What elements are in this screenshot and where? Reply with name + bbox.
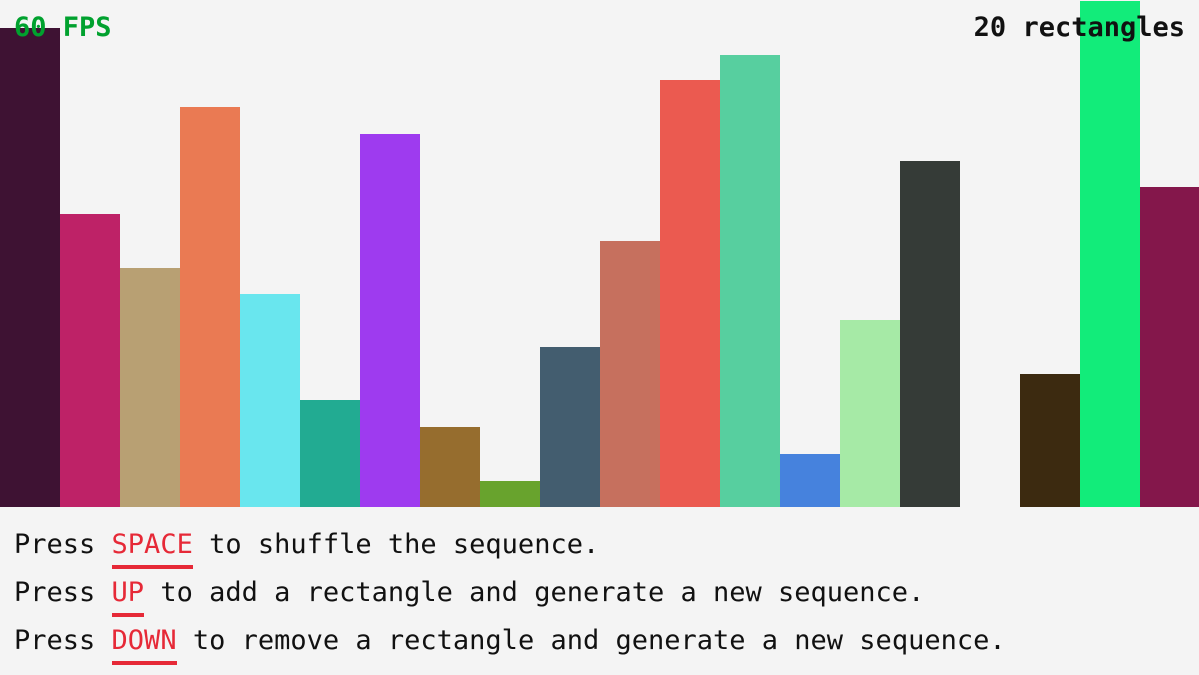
rectangle-bar	[480, 481, 540, 507]
rectangle-bar	[180, 107, 240, 507]
instruction-text: to add a rectangle and generate a new se…	[144, 577, 925, 608]
rectangle-bar	[60, 214, 120, 507]
instruction-text: to shuffle the sequence.	[192, 529, 600, 560]
rectangle-bar	[540, 347, 600, 507]
rectangle-bar	[780, 454, 840, 507]
rectangle-bar	[420, 427, 480, 507]
rectangle-bar	[720, 55, 780, 507]
instruction-text: Press	[14, 577, 112, 608]
key-down: DOWN	[111, 623, 177, 665]
rectangle-bar	[240, 294, 300, 507]
fps-counter: 60 FPS	[14, 12, 112, 43]
rectangle-bar	[840, 320, 900, 507]
rectangle-bar	[900, 161, 960, 507]
rectangles-area	[0, 1, 1199, 507]
rectangle-bar	[1080, 1, 1140, 507]
instruction-down: Press DOWN to remove a rectangle and gen…	[14, 623, 1006, 665]
instruction-text: to remove a rectangle and generate a new…	[176, 625, 1006, 656]
instruction-space: Press SPACE to shuffle the sequence.	[14, 527, 600, 569]
key-up: UP	[111, 575, 144, 617]
instruction-up: Press UP to add a rectangle and generate…	[14, 575, 925, 617]
rectangle-bar	[660, 80, 720, 507]
instruction-text: Press	[14, 529, 112, 560]
instruction-text: Press	[14, 625, 112, 656]
rectangle-bar	[1020, 374, 1080, 507]
rectangle-bar	[0, 28, 60, 507]
rectangle-bar	[600, 241, 660, 507]
key-space: SPACE	[111, 527, 194, 569]
rectangle-count: 20 rectangles	[973, 12, 1185, 43]
rectangle-bar	[1140, 187, 1199, 507]
rectangle-bar	[120, 268, 180, 507]
rectangle-bar	[360, 134, 420, 507]
rectangle-bar	[300, 400, 360, 507]
